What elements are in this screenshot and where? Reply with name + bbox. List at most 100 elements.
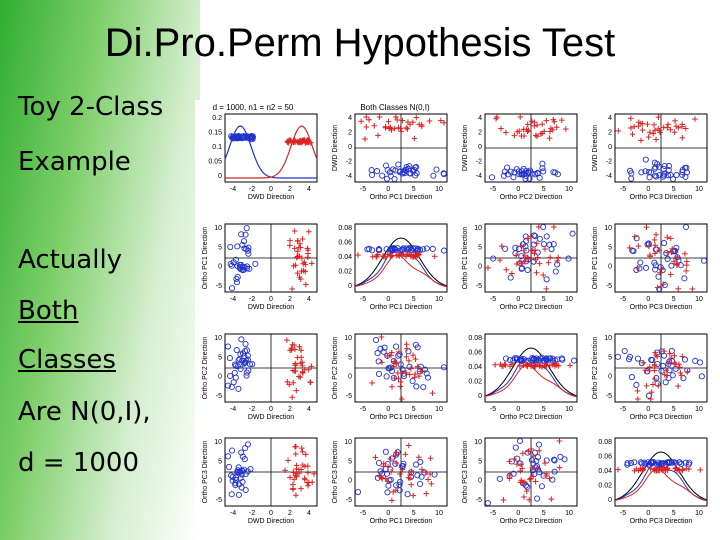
y-axis-label: DWD Direction xyxy=(462,125,469,171)
y-tick-label: 5 xyxy=(608,244,612,251)
x-tick-label: 0 xyxy=(386,296,390,303)
x-tick-label: 5 xyxy=(412,186,416,193)
y-tick-label: 0 xyxy=(218,264,222,271)
class1-point-circle xyxy=(661,282,668,289)
y-tick-label: -5 xyxy=(216,497,222,504)
y-tick-label: 10 xyxy=(474,439,482,446)
class1-point-circle xyxy=(234,134,241,141)
x-axis-label: Ortho PC3 Direction xyxy=(630,194,693,201)
class1-point-circle xyxy=(549,355,556,362)
class1-point-circle xyxy=(502,245,509,252)
class1-point-circle xyxy=(224,382,232,389)
class1-point-circle xyxy=(243,245,250,253)
class1-point-circle xyxy=(551,468,558,475)
y-tick-label: -4 xyxy=(346,173,352,180)
y-tick-label: 4 xyxy=(478,115,482,122)
class1-point-circle xyxy=(243,369,250,376)
x-axis-label: DWD Direction xyxy=(248,518,294,525)
class1-point-circle xyxy=(665,166,672,174)
x-axis-label: DWD Direction xyxy=(248,194,294,201)
class1-point-circle xyxy=(517,356,524,363)
y-tick-label: 5 xyxy=(478,458,482,465)
y-axis-label: Ortho PC1 Direction xyxy=(202,227,209,290)
x-tick-label: 0 xyxy=(269,406,273,413)
class1-point-circle xyxy=(652,164,659,171)
class1-point-circle xyxy=(673,171,680,179)
class1-point-circle xyxy=(417,480,424,487)
class1-point-circle xyxy=(659,173,667,180)
y-axis-label: Ortho PC2 Direction xyxy=(332,337,339,400)
class1-point-circle xyxy=(440,247,448,254)
class1-point-circle xyxy=(397,168,404,175)
density-tick-label: 0.08 xyxy=(338,225,352,232)
class1-point-circle xyxy=(373,168,381,175)
slide-title: Di.Pro.Perm Hypothesis Test xyxy=(104,21,616,65)
class1-point-circle xyxy=(536,235,543,242)
x-tick-label: -4 xyxy=(230,186,236,193)
y-axis-label: Ortho PC1 Direction xyxy=(592,227,599,290)
x-tick-label: 10 xyxy=(435,186,443,193)
x-tick-label: 4 xyxy=(307,296,311,303)
class1-point-circle xyxy=(502,355,510,362)
density-tick-label: 0.1 xyxy=(212,144,222,151)
class1-point-circle xyxy=(614,353,622,360)
class1-point-circle xyxy=(375,247,382,254)
class1-point-circle xyxy=(388,455,395,462)
x-tick-label: 0 xyxy=(646,510,650,517)
class1-point-circle xyxy=(533,355,540,362)
class1-point-circle xyxy=(683,164,690,171)
figure-header-right: Both Classes N(0,I) xyxy=(360,103,430,112)
class1-point-circle xyxy=(409,378,416,385)
y-tick-label: 0 xyxy=(608,264,612,271)
class1-point-circle xyxy=(647,459,654,466)
bullet-line-2: Example xyxy=(18,147,131,177)
class1-point-circle xyxy=(628,374,635,381)
class1-point-circle xyxy=(528,457,536,464)
class1-point-circle xyxy=(519,241,527,248)
class1-point-circle xyxy=(369,171,376,178)
y-axis-label: Ortho PC1 Direction xyxy=(462,227,469,290)
x-tick-label: 4 xyxy=(307,186,311,193)
class1-point-circle xyxy=(374,350,381,357)
class1-point-circle xyxy=(637,259,644,266)
class1-point-circle xyxy=(653,375,660,382)
class1-point-circle xyxy=(668,262,675,269)
class1-point-circle xyxy=(518,265,526,272)
class1-point-circle xyxy=(368,247,376,254)
class1-point-circle xyxy=(539,165,546,172)
class1-point-circle xyxy=(510,357,517,364)
y-tick-label: 5 xyxy=(218,244,222,251)
class1-point-circle xyxy=(389,245,396,252)
x-tick-label: -5 xyxy=(620,510,626,517)
x-tick-label: -2 xyxy=(249,406,255,413)
y-tick-label: 2 xyxy=(348,130,352,137)
y-tick-label: 5 xyxy=(218,354,222,361)
class1-point-circle xyxy=(375,370,382,377)
class1-point-circle xyxy=(433,166,440,173)
density-tick-label: 0.2 xyxy=(212,115,222,122)
class1-point-circle xyxy=(698,373,705,380)
class1-point-circle xyxy=(669,175,677,183)
class1-point-circle xyxy=(384,489,391,496)
class1-point-circle xyxy=(552,268,559,275)
class1-point-circle xyxy=(631,459,638,466)
x-tick-label: 5 xyxy=(672,296,676,303)
class1-point-circle xyxy=(234,469,241,476)
class1-point-circle xyxy=(242,444,249,452)
class1-point-circle xyxy=(648,169,655,176)
class1-point-circle xyxy=(645,168,653,176)
x-tick-label: 0 xyxy=(386,186,390,193)
class1-point-circle xyxy=(228,262,235,269)
y-tick-label: 0 xyxy=(348,144,352,151)
x-axis-label: DWD Direction xyxy=(248,304,294,311)
class1-point-circle xyxy=(366,245,373,252)
class1-point-circle xyxy=(424,374,432,381)
class1-point-circle xyxy=(642,460,649,468)
class1-point-circle xyxy=(522,172,529,179)
class1-point-circle xyxy=(654,380,661,387)
y-tick-label: -2 xyxy=(476,159,482,166)
class1-point-circle xyxy=(228,491,235,498)
class1-point-circle xyxy=(496,475,503,482)
scatterplot-matrix-figure: d = 1000, n1 = n2 = 50 Both Classes N(0,I… xyxy=(195,100,720,525)
class1-point-circle xyxy=(226,355,233,362)
